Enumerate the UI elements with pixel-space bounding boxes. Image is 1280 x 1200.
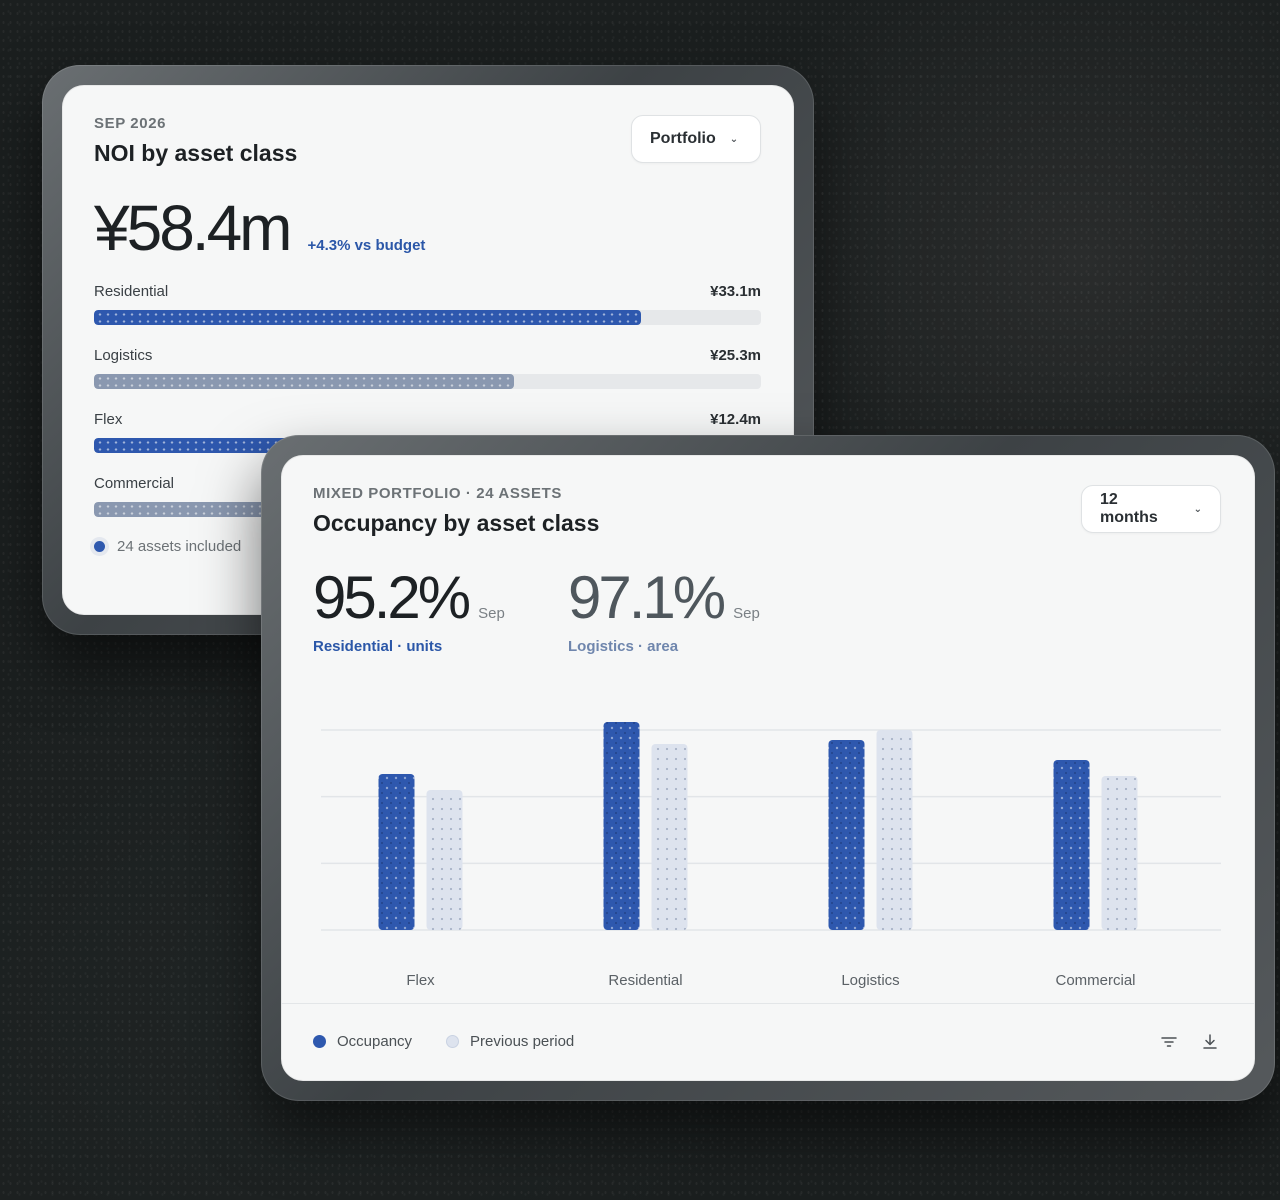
chart-legend: Occupancy Previous period	[313, 1033, 608, 1050]
asset-row-fill	[94, 310, 641, 325]
secondary-metric-period: Sep	[733, 605, 760, 622]
bar-occupancy[interactable]	[828, 740, 865, 930]
asset-row-label: Commercial	[94, 475, 175, 492]
portfolio-dropdown[interactable]: Portfolio ⌄	[631, 115, 761, 163]
category-label: Flex	[406, 972, 435, 989]
occupancy-card-frame: MIXED PORTFOLIO · 24 ASSETS Occupancy by…	[261, 435, 1275, 1101]
primary-metric-caption: Residential · units	[313, 638, 443, 655]
asset-row-value: ¥25.3m	[710, 347, 761, 364]
occupancy-bar-chart: Flex Residential Logistics Commercial	[321, 722, 1221, 989]
noi-total: ¥58.4m	[94, 192, 292, 264]
bar-previous-period[interactable]	[876, 730, 913, 930]
bar-occupancy[interactable]	[1053, 760, 1090, 930]
bar-previous-period[interactable]	[426, 790, 463, 930]
asset-row: Logistics ¥25.3m	[94, 347, 761, 389]
asset-row-track	[94, 374, 761, 389]
occupancy-title: Occupancy by asset class	[313, 510, 600, 536]
legend-swatch-icon	[313, 1035, 326, 1048]
asset-row-label: Flex	[94, 411, 123, 428]
asset-row-fill	[94, 438, 301, 453]
bar-occupancy[interactable]	[603, 722, 640, 930]
primary-metric-period: Sep	[478, 605, 505, 622]
bar-previous-period[interactable]	[1101, 776, 1138, 930]
legend-label: Occupancy	[337, 1033, 413, 1050]
legend-swatch-icon	[446, 1035, 460, 1048]
legend-item[interactable]: Occupancy	[313, 1033, 412, 1050]
asset-row: Residential ¥33.1m	[94, 283, 761, 325]
asset-row-track	[94, 310, 761, 325]
assets-footnote: 24 assets included	[94, 538, 241, 555]
noi-period: SEP 2026	[94, 115, 167, 132]
portfolio-dropdown-label: Portfolio	[650, 130, 716, 147]
legend-label: Previous period	[470, 1033, 575, 1050]
chevron-down-icon: ⌄	[1193, 503, 1202, 515]
assets-footnote-text: 24 assets included	[117, 538, 242, 555]
category-label: Residential	[608, 972, 682, 989]
bar-occupancy[interactable]	[378, 774, 415, 930]
noi-delta: +4.3% vs budget	[307, 237, 426, 254]
secondary-metric-caption: Logistics · area	[568, 638, 679, 655]
period-dropdown[interactable]: 12 months ⌄	[1081, 485, 1221, 533]
period-dropdown-label: 12 months	[1100, 491, 1158, 526]
asset-row-value: ¥33.1m	[710, 283, 761, 300]
primary-metric: 95.2% Sep Residential · units	[313, 563, 505, 655]
chevron-down-icon: ⌄	[729, 133, 739, 145]
asset-row-value: ¥12.4m	[710, 411, 761, 428]
asset-row-fill	[94, 374, 515, 389]
bar-previous-period[interactable]	[651, 744, 688, 930]
secondary-metric: 97.1% Sep Logistics · area	[568, 563, 760, 655]
primary-metric-value: 95.2%	[313, 564, 471, 631]
noi-title: NOI by asset class	[94, 140, 298, 166]
category-label: Logistics	[841, 972, 899, 989]
download-icon[interactable]	[1200, 1032, 1220, 1052]
occupancy-card: MIXED PORTFOLIO · 24 ASSETS Occupancy by…	[281, 455, 1255, 1081]
occupancy-eyebrow: MIXED PORTFOLIO · 24 ASSETS	[313, 485, 563, 502]
asset-row-label: Residential	[94, 283, 169, 300]
legend-item[interactable]: Previous period	[446, 1033, 574, 1050]
noi-card-frame: SEP 2026 NOI by asset class Portfolio ⌄ …	[42, 65, 814, 635]
secondary-metric-value: 97.1%	[568, 564, 726, 631]
asset-row-fill	[94, 502, 281, 517]
status-dot-icon	[94, 541, 105, 552]
footer-divider	[281, 1003, 1255, 1004]
category-label: Commercial	[1055, 972, 1135, 989]
filter-icon[interactable]	[1159, 1032, 1179, 1052]
asset-row-label: Logistics	[94, 347, 153, 364]
